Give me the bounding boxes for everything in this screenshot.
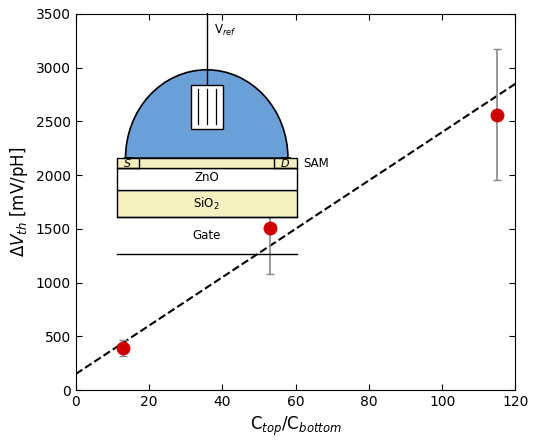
Bar bbox=[117, 190, 297, 217]
Text: $\overline{S}$: $\overline{S}$ bbox=[124, 156, 132, 170]
Text: $\overline{D}$: $\overline{D}$ bbox=[280, 156, 291, 170]
Y-axis label: $\Delta V_{th}$ [mV/pH]: $\Delta V_{th}$ [mV/pH] bbox=[9, 147, 30, 257]
X-axis label: C$_{top}$/C$_{bottom}$: C$_{top}$/C$_{bottom}$ bbox=[250, 414, 342, 438]
Wedge shape bbox=[126, 70, 288, 158]
Text: Gate: Gate bbox=[193, 229, 221, 242]
Bar bbox=[191, 85, 222, 128]
Bar bbox=[117, 168, 297, 190]
Text: SiO$_2$: SiO$_2$ bbox=[193, 195, 220, 211]
Text: ZnO: ZnO bbox=[194, 171, 219, 184]
Bar bbox=[117, 158, 297, 168]
Text: SAM: SAM bbox=[304, 157, 330, 169]
Text: V$_{ref}$: V$_{ref}$ bbox=[214, 23, 236, 38]
